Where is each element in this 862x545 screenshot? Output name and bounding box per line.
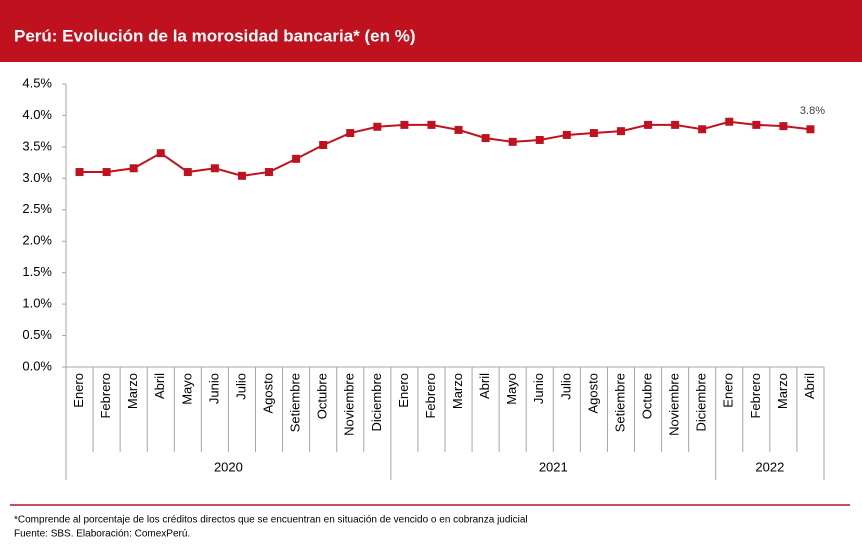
point-marker: [644, 120, 653, 129]
x-tick-label: Junio: [206, 373, 221, 404]
point-marker: [725, 117, 734, 126]
x-tick-label: Agosto: [260, 373, 275, 413]
x-tick-label: Mayo: [179, 373, 194, 405]
x-tick-label: Febrero: [748, 373, 763, 419]
x-tick-label: Enero: [71, 373, 86, 408]
point-marker: [427, 120, 436, 129]
y-tick-label: 4.5%: [22, 75, 52, 90]
point-marker: [752, 120, 761, 129]
x-tick-label: Mayo: [504, 373, 519, 405]
x-tick-label: Octubre: [315, 373, 330, 419]
point-marker: [562, 130, 571, 139]
point-marker: [292, 154, 301, 163]
point-marker: [535, 135, 544, 144]
footnote: *Comprende al porcentaje de los créditos…: [14, 515, 528, 526]
point-marker: [616, 127, 625, 136]
point-marker: [237, 171, 246, 180]
x-tick-label: Diciembre: [694, 373, 709, 432]
year-label: 2020: [214, 459, 243, 474]
point-marker: [319, 141, 328, 150]
point-marker: [589, 129, 598, 138]
point-marker: [102, 168, 111, 177]
header-bar: [0, 0, 862, 62]
x-tick-label: Abril: [802, 373, 817, 399]
point-marker: [156, 149, 165, 158]
x-tick-label: Marzo: [450, 373, 465, 409]
point-marker: [210, 164, 219, 173]
x-tick-label: Julio: [558, 373, 573, 400]
y-tick-label: 2.5%: [22, 201, 52, 216]
point-marker: [129, 164, 138, 173]
x-tick-label: Julio: [233, 373, 248, 400]
x-tick-label: Enero: [721, 373, 736, 408]
x-tick-label: Setiembre: [288, 373, 303, 432]
point-marker: [183, 168, 192, 177]
series-line: [79, 120, 811, 177]
x-tick-label: Febrero: [98, 373, 113, 419]
y-tick-label: 3.0%: [22, 170, 52, 185]
point-marker: [265, 168, 274, 177]
year-label: 2022: [755, 459, 784, 474]
y-tick-label: 4.0%: [22, 107, 52, 122]
y-tick-label: 0.5%: [22, 327, 52, 342]
x-tick-label: Agosto: [585, 373, 600, 413]
x-tick-label: Marzo: [125, 373, 140, 409]
x-tick-label: Enero: [396, 373, 411, 408]
point-marker: [454, 125, 463, 134]
point-marker: [481, 134, 490, 143]
x-tick-label: Diciembre: [369, 373, 384, 432]
x-tick-label: Junio: [531, 373, 546, 404]
y-tick-label: 3.5%: [22, 138, 52, 153]
point-marker: [779, 122, 788, 131]
point-marker: [806, 125, 815, 134]
x-tick-label: Abril: [477, 373, 492, 399]
y-tick-label: 0.0%: [22, 358, 52, 373]
y-tick-label: 2.0%: [22, 233, 52, 248]
point-marker: [75, 168, 84, 177]
point-marker: [346, 129, 355, 138]
y-tick-label: 1.5%: [22, 264, 52, 279]
x-tick-label: Febrero: [423, 373, 438, 419]
source: Fuente: SBS. Elaboración: ComexPerú.: [14, 529, 190, 540]
point-marker: [373, 122, 382, 131]
point-marker: [508, 137, 517, 146]
point-marker: [698, 125, 707, 134]
y-tick-label: 1.0%: [22, 296, 52, 311]
x-tick-label: Noviembre: [342, 373, 357, 436]
point-marker: [400, 120, 409, 129]
x-tick-label: Noviembre: [667, 373, 682, 436]
point-marker: [671, 120, 680, 129]
x-tick-label: Marzo: [775, 373, 790, 409]
data-label: 3.8%: [800, 105, 825, 117]
chart-title: Perú: Evolución de la morosidad bancaria…: [14, 26, 415, 45]
x-tick-label: Abril: [152, 373, 167, 399]
year-label: 2021: [539, 459, 568, 474]
x-tick-label: Octubre: [639, 373, 654, 419]
x-tick-label: Setiembre: [612, 373, 627, 432]
